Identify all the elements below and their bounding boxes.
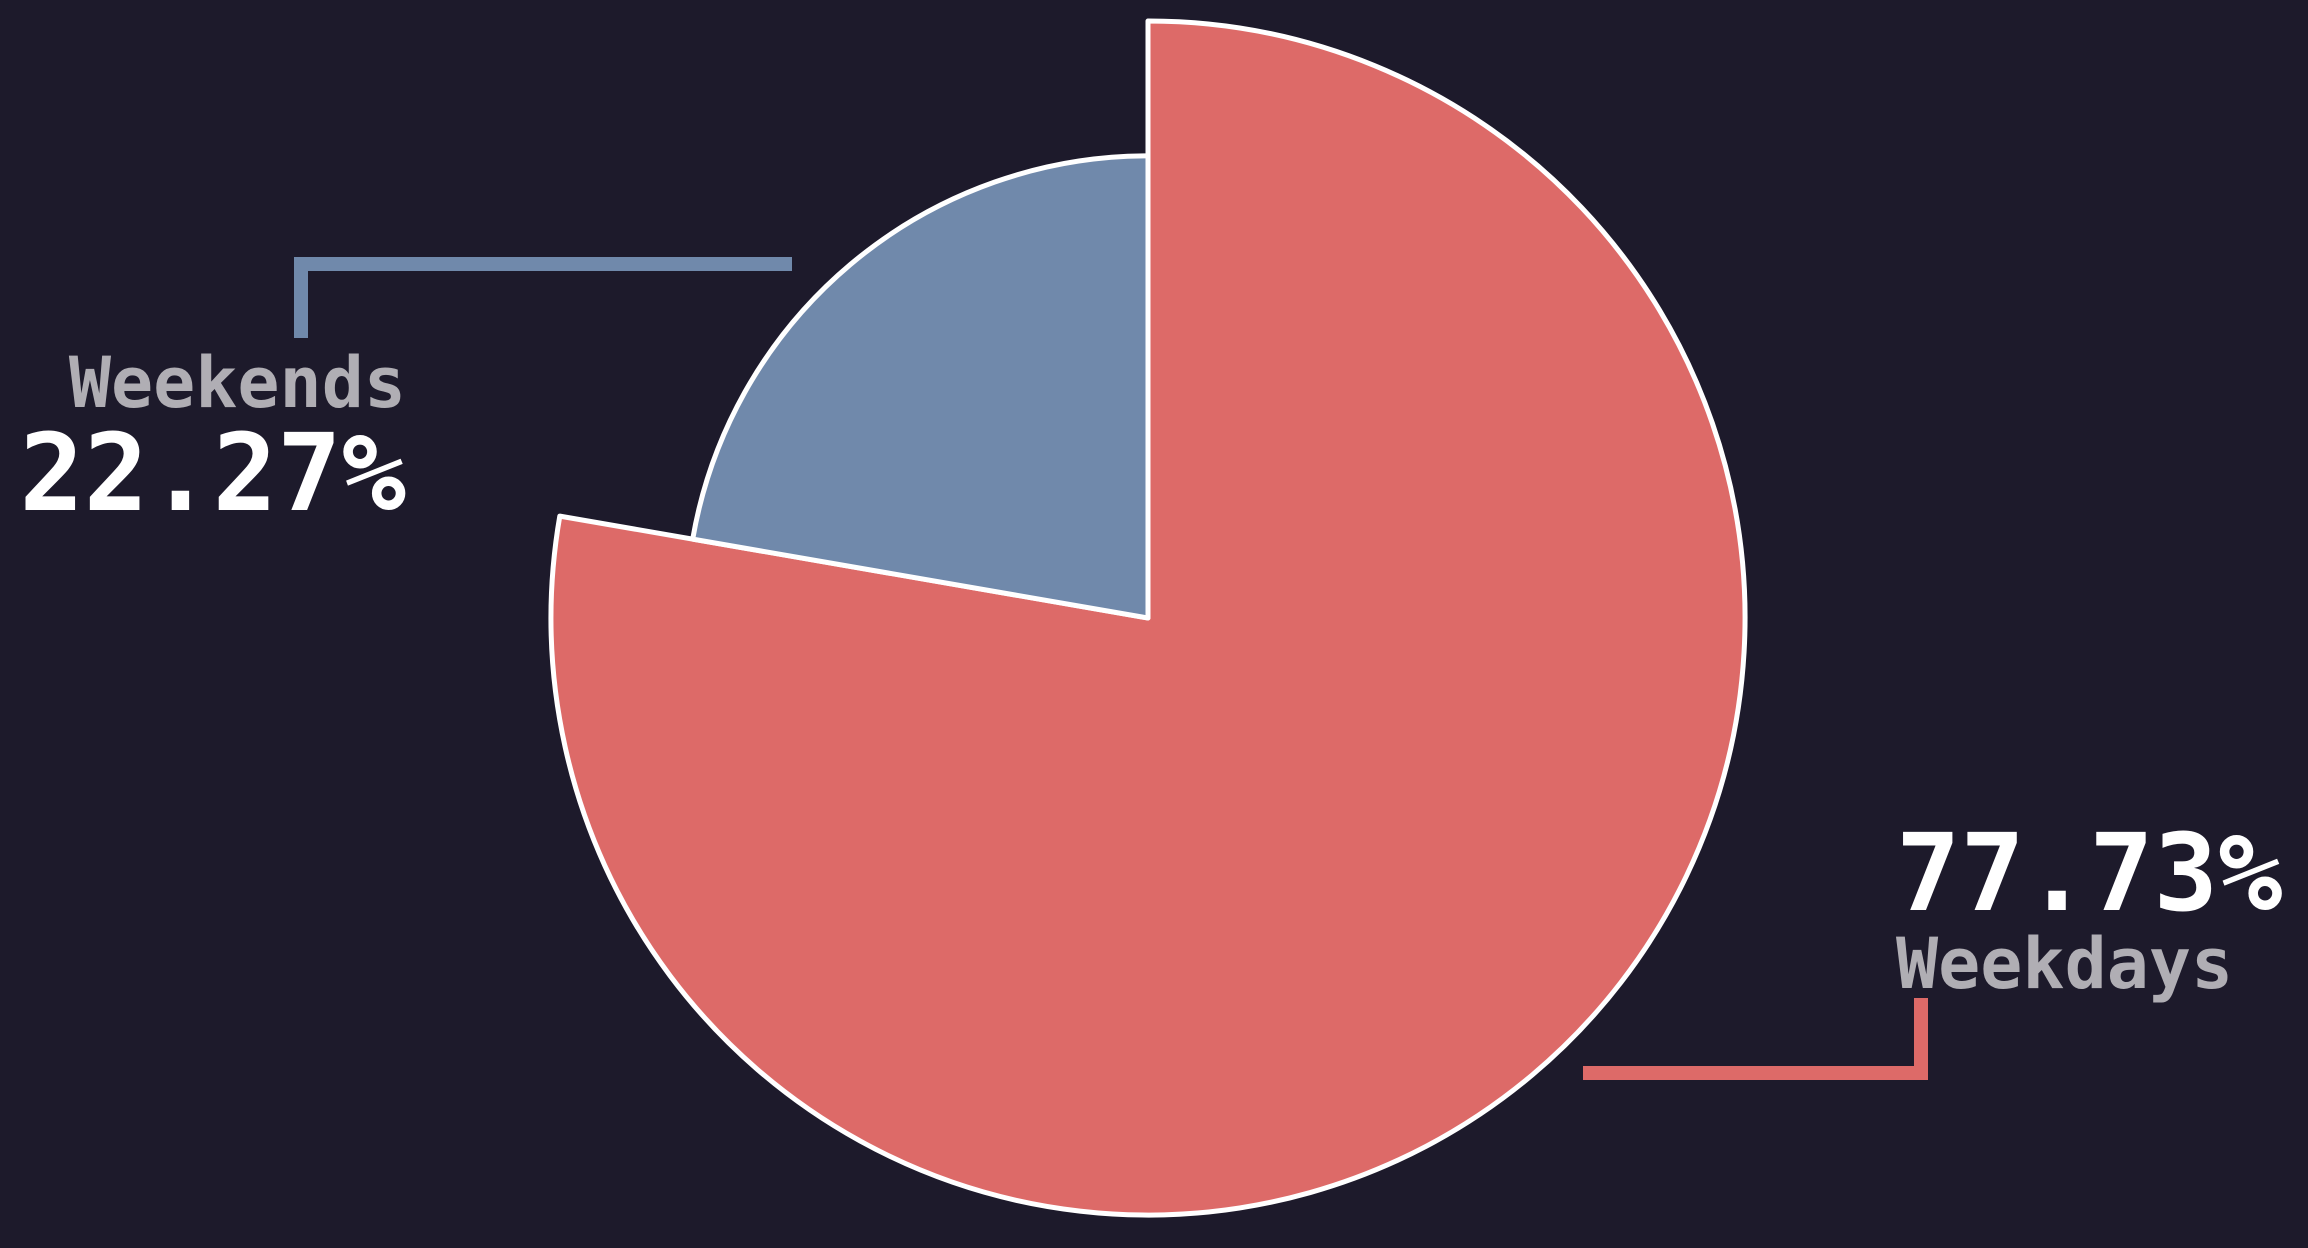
pie-slice-weekends: [690, 153, 1151, 621]
weekdays-value: 77.73%: [1896, 812, 2283, 936]
weekends-value: 22.27%: [19, 412, 406, 536]
leader-line-weekdays: [1583, 998, 1928, 1080]
leader-line-weekends: [294, 257, 792, 338]
weekends-label: Weekends: [69, 342, 406, 424]
weekdays-label: Weekdays: [1896, 923, 2233, 1005]
